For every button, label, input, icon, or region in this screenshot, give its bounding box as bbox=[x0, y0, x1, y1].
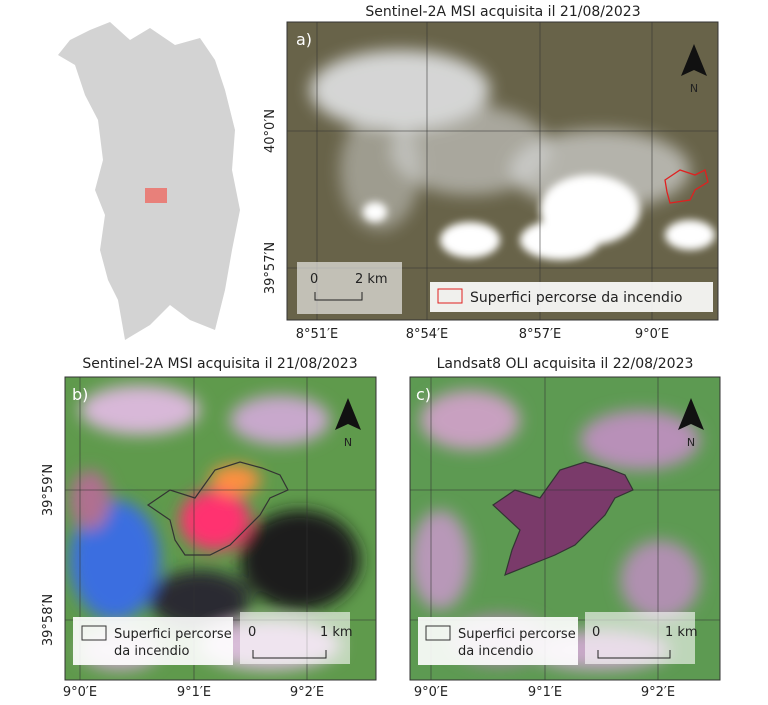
x-tick-label: 9°0′E bbox=[635, 327, 669, 342]
x-tick-label: 9°0′E bbox=[63, 685, 97, 700]
panel-title: Landsat8 OLI acquisita il 22/08/2023 bbox=[437, 356, 694, 372]
x-tick-label: 9°1′E bbox=[528, 685, 562, 700]
scale-box bbox=[240, 612, 350, 664]
north-arrow bbox=[681, 44, 707, 76]
scale-box bbox=[585, 612, 695, 664]
island-shape bbox=[58, 22, 240, 340]
scale-start: 0 bbox=[592, 625, 600, 640]
x-tick-label: 8°57′E bbox=[519, 327, 561, 342]
panel-label: b) bbox=[72, 385, 88, 404]
scale-box bbox=[297, 262, 402, 314]
panel-b: Sentinel-2A MSI acquisita il 21/08/2023 … bbox=[41, 356, 377, 700]
scale-bar bbox=[252, 650, 327, 659]
x-tick-label: 8°54′E bbox=[406, 327, 448, 342]
legend-text: Superfici percorse bbox=[458, 627, 576, 642]
legend-swatch bbox=[437, 288, 463, 304]
panel-label: c) bbox=[416, 385, 431, 404]
north-arrow bbox=[335, 398, 361, 430]
satellite-image bbox=[287, 22, 718, 320]
scale-end: 1 km bbox=[320, 625, 353, 640]
panel-title: Sentinel-2A MSI acquisita il 21/08/2023 bbox=[365, 4, 640, 20]
frame bbox=[409, 376, 721, 681]
legend-text: da incendio bbox=[458, 644, 533, 659]
scale-bar bbox=[314, 292, 363, 301]
x-tick-label: 9°0′E bbox=[414, 685, 448, 700]
legend-text: Superfici percorse bbox=[114, 627, 232, 642]
north-label: N bbox=[687, 436, 695, 449]
x-tick-label: 9°2′E bbox=[641, 685, 675, 700]
x-tick-label: 9°1′E bbox=[177, 685, 211, 700]
legend-box bbox=[430, 282, 713, 312]
overview-map bbox=[58, 22, 240, 340]
y-tick-label: 40°0′N bbox=[263, 109, 278, 153]
north-label: N bbox=[344, 436, 352, 449]
frame bbox=[64, 376, 377, 681]
panel-label: a) bbox=[296, 30, 312, 49]
scale-end: 2 km bbox=[355, 272, 388, 287]
y-tick-label: 39°58′N bbox=[41, 594, 56, 646]
y-tick-label: 39°57′N bbox=[263, 242, 278, 294]
panel-a: Sentinel-2A MSI acquisita il 21/08/2023 … bbox=[263, 4, 719, 342]
north-label: N bbox=[690, 82, 698, 95]
panel-c: Landsat8 OLI acquisita il 22/08/2023 c) … bbox=[409, 356, 721, 700]
scale-end: 1 km bbox=[665, 625, 698, 640]
study-area bbox=[145, 188, 167, 203]
legend-swatch bbox=[81, 625, 107, 641]
legend-box bbox=[418, 617, 578, 665]
panel-title: Sentinel-2A MSI acquisita il 21/08/2023 bbox=[82, 356, 357, 372]
x-tick-label: 8°51′E bbox=[296, 327, 338, 342]
x-tick-label: 9°2′E bbox=[290, 685, 324, 700]
y-tick-label: 39°59′N bbox=[41, 464, 56, 516]
legend-box bbox=[73, 617, 233, 665]
scale-start: 0 bbox=[310, 272, 318, 287]
north-arrow bbox=[678, 398, 704, 430]
scale-start: 0 bbox=[248, 625, 256, 640]
frame bbox=[286, 21, 719, 321]
scale-bar bbox=[597, 650, 671, 659]
legend-swatch bbox=[425, 625, 451, 641]
legend-text: Superfici percorse da incendio bbox=[470, 290, 682, 306]
legend-text: da incendio bbox=[114, 644, 189, 659]
